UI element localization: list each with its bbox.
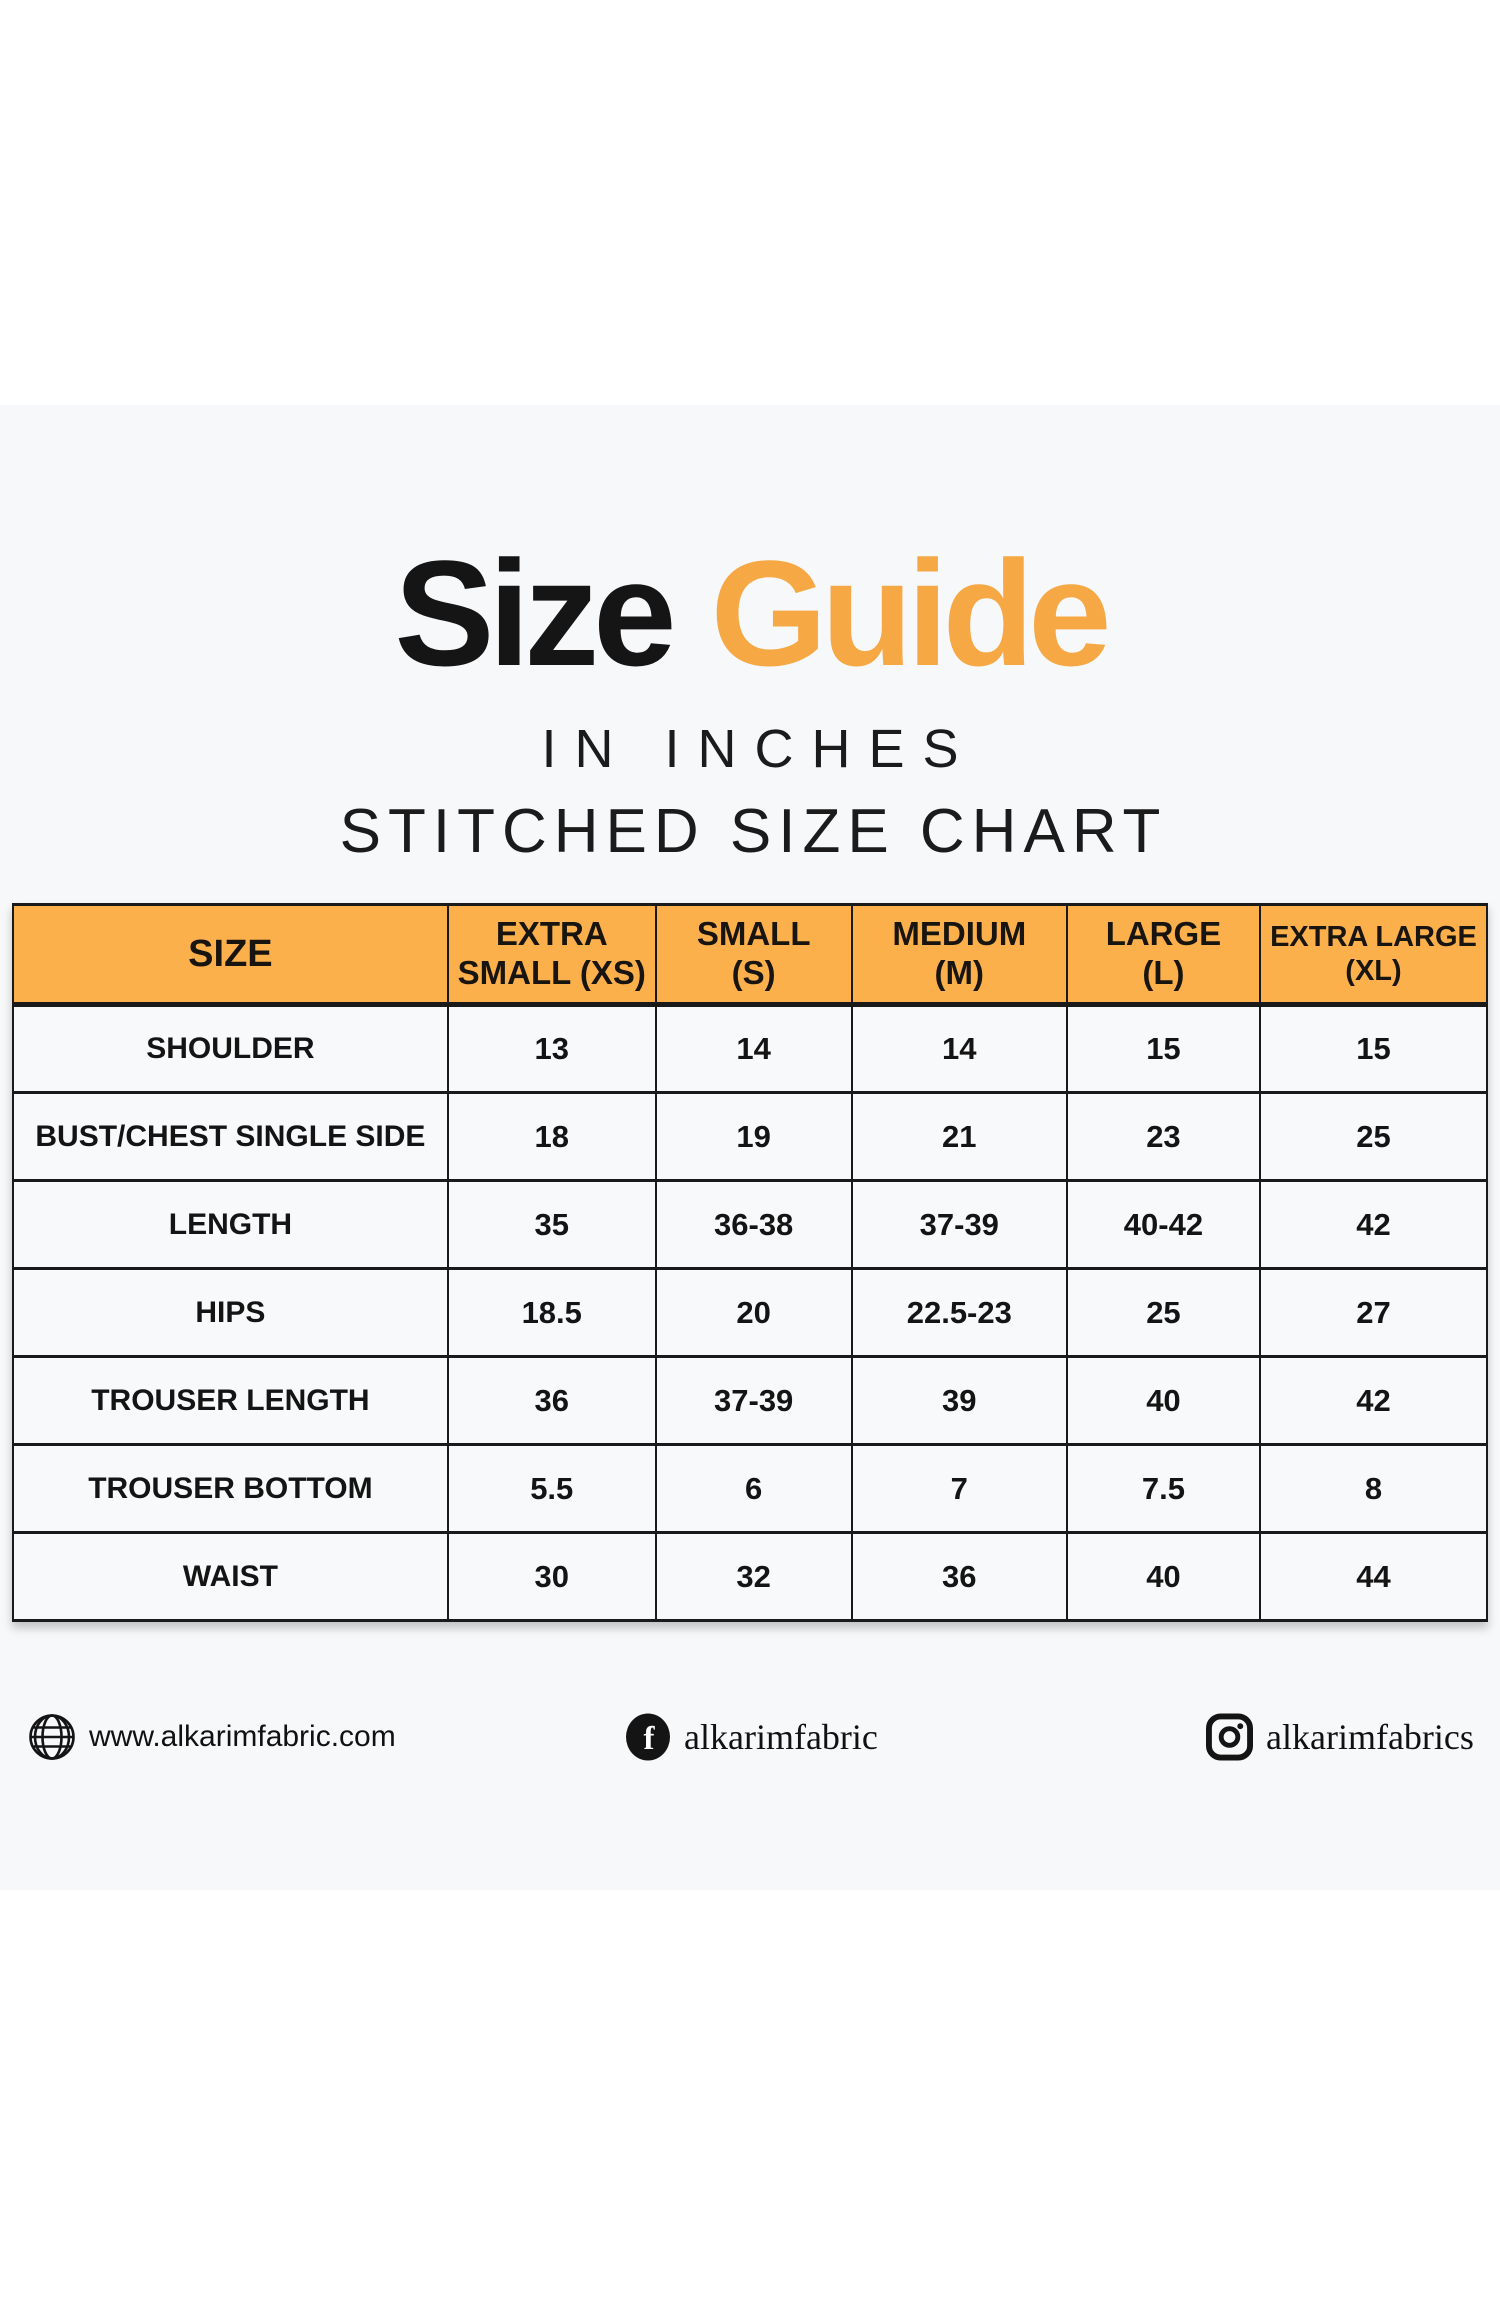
table-row-bust-chest: BUST/CHEST SINGLE SIDE 18 19 21 23 25 — [12, 1091, 1489, 1182]
row-label: LENGTH — [12, 1179, 449, 1270]
globe-icon — [28, 1713, 76, 1761]
subtitle-units: IN INCHES — [541, 719, 977, 779]
facebook-icon: f — [625, 1713, 671, 1761]
size-value-cell: 35 — [446, 1179, 657, 1270]
instagram-icon — [1206, 1713, 1253, 1761]
table-row-shoulder: SHOULDER 13 14 14 15 15 — [12, 1003, 1489, 1094]
column-header-xl: EXTRA LARGE (XL) — [1258, 903, 1489, 1007]
column-header-size: SIZE — [12, 903, 449, 1007]
table-row-trouser-length: TROUSER LENGTH 36 37-39 39 40 42 — [12, 1355, 1489, 1446]
size-value-cell: 19 — [654, 1091, 853, 1182]
title-word-size: Size — [394, 529, 676, 697]
column-header-l: LARGE (L) — [1065, 903, 1261, 1007]
size-value-cell: 36-38 — [654, 1179, 853, 1270]
size-value-cell: 23 — [1065, 1091, 1261, 1182]
size-value-cell: 6 — [654, 1443, 853, 1534]
size-value-cell: 44 — [1258, 1531, 1489, 1622]
size-value-cell: 22.5-23 — [850, 1267, 1068, 1358]
size-value-cell: 25 — [1258, 1091, 1489, 1182]
footer: www.alkarimfabric.com f alkarimfabric al… — [0, 1703, 1500, 1771]
size-value-cell: 25 — [1065, 1267, 1261, 1358]
size-value-cell: 42 — [1258, 1355, 1489, 1446]
column-header-xs: EXTRA SMALL (XS) — [446, 903, 657, 1007]
row-label: TROUSER BOTTOM — [12, 1443, 449, 1534]
size-value-cell: 15 — [1258, 1003, 1489, 1094]
size-value-cell: 21 — [850, 1091, 1068, 1182]
column-header-s: SMALL (S) — [654, 903, 853, 1007]
table-row-hips: HIPS 18.5 20 22.5-23 25 27 — [12, 1267, 1489, 1358]
row-label: HIPS — [12, 1267, 449, 1358]
size-value-cell: 18.5 — [446, 1267, 657, 1358]
website-url: www.alkarimfabric.com — [89, 1720, 396, 1753]
size-value-cell: 8 — [1258, 1443, 1489, 1534]
size-value-cell: 13 — [446, 1003, 657, 1094]
svg-text:f: f — [644, 1721, 656, 1757]
size-value-cell: 20 — [654, 1267, 853, 1358]
size-value-cell: 15 — [1065, 1003, 1261, 1094]
title-word-guide: Guide — [710, 529, 1112, 697]
size-chart-table: SIZE EXTRA SMALL (XS) SMALL (S) MEDIUM (M) … — [12, 903, 1489, 1622]
facebook-handle: alkarimfabric — [684, 1717, 878, 1757]
row-label: WAIST — [12, 1531, 449, 1622]
instagram-handle: alkarimfabrics — [1266, 1717, 1474, 1757]
size-value-cell: 36 — [850, 1531, 1068, 1622]
size-value-cell: 30 — [446, 1531, 657, 1622]
size-value-cell: 40 — [1065, 1531, 1261, 1622]
table-row-trouser-bottom: TROUSER BOTTOM 5.5 6 7 7.5 8 — [12, 1443, 1489, 1534]
row-label: TROUSER LENGTH — [12, 1355, 449, 1446]
footer-website: www.alkarimfabric.com — [28, 1703, 396, 1771]
size-value-cell: 32 — [654, 1531, 853, 1622]
row-label: SHOULDER — [12, 1003, 449, 1094]
size-value-cell: 39 — [850, 1355, 1068, 1446]
size-value-cell: 37-39 — [850, 1179, 1068, 1270]
size-value-cell: 18 — [446, 1091, 657, 1182]
size-value-cell: 14 — [654, 1003, 853, 1094]
size-value-cell: 7 — [850, 1443, 1068, 1534]
size-value-cell: 14 — [850, 1003, 1068, 1094]
size-value-cell: 27 — [1258, 1267, 1489, 1358]
column-header-m: MEDIUM (M) — [850, 903, 1068, 1007]
table-header-row: SIZE EXTRA SMALL (XS) SMALL (S) MEDIUM (M) … — [12, 903, 1489, 1007]
title-block: Size Guide IN INCHES STITCHED SIZE CHART — [0, 538, 1500, 867]
size-value-cell: 36 — [446, 1355, 657, 1446]
size-value-cell: 40-42 — [1065, 1179, 1261, 1270]
row-label: BUST/CHEST SINGLE SIDE — [12, 1091, 449, 1182]
table-row-length: LENGTH 35 36-38 37-39 40-42 42 — [12, 1179, 1489, 1270]
subtitle-chart-type: STITCHED SIZE CHART — [339, 797, 1168, 866]
table-row-waist: WAIST 30 32 36 40 44 — [12, 1531, 1489, 1622]
page-title: Size Guide — [0, 538, 1500, 688]
size-value-cell: 37-39 — [654, 1355, 853, 1446]
size-value-cell: 40 — [1065, 1355, 1261, 1446]
footer-instagram: alkarimfabrics — [1206, 1703, 1474, 1771]
size-value-cell: 5.5 — [446, 1443, 657, 1534]
footer-facebook: f alkarimfabric — [625, 1703, 878, 1771]
size-value-cell: 42 — [1258, 1179, 1489, 1270]
size-value-cell: 7.5 — [1065, 1443, 1261, 1534]
